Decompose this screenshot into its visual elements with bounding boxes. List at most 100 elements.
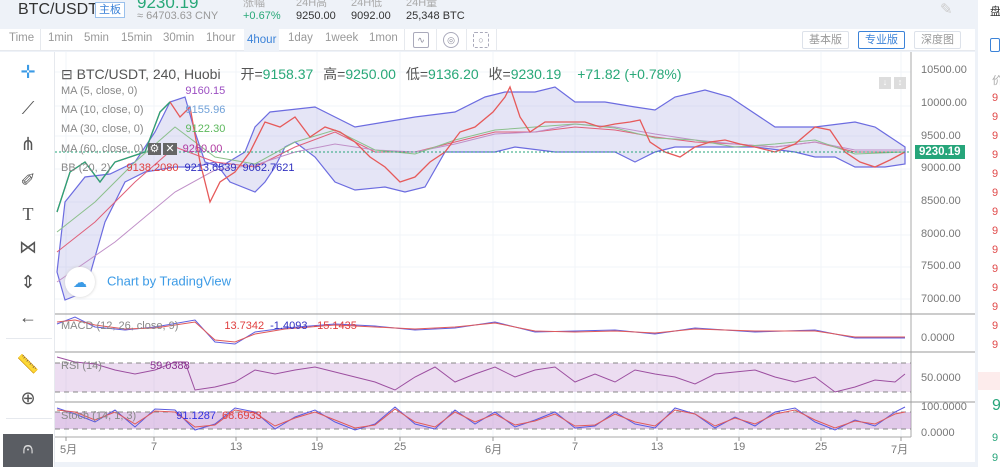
tradingview-logo-icon: ☁ [65, 267, 95, 297]
x-label: 7 [572, 441, 579, 453]
pattern-icon[interactable]: ⋈ [19, 237, 37, 257]
stat-label-low: 24H低 [351, 0, 383, 9]
x-label: 25 [394, 441, 407, 453]
macd-axis-label: 0.0000 [921, 332, 955, 344]
order-book-title: 盘 [990, 6, 1000, 18]
scale-down-icon[interactable]: ↓ [879, 77, 891, 89]
screenshot-icon[interactable]: ○ [473, 32, 489, 48]
drawing-toolbar: ✛ ⟋ ⋔ ✐ T ⋈ ⇕ ← 📏 ⊕ ⩀ [0, 52, 55, 467]
interval-15min[interactable]: 15min [121, 32, 153, 44]
x-label: 13 [651, 441, 664, 453]
divider [436, 29, 437, 51]
legend-macd[interactable]: MACD (12, 26, close, 9) 13.7342 -1.4093 -15… [61, 320, 357, 332]
interval-1min[interactable]: 1min [48, 32, 73, 44]
x-label: 25 [815, 441, 828, 453]
crosshair-icon[interactable]: ✛ [20, 62, 36, 82]
divider [404, 29, 405, 51]
axis-label: 7000.00 [921, 293, 961, 305]
settings-icon[interactable]: ⚙ [147, 143, 162, 155]
mode-basic-button[interactable]: 基本版 [802, 31, 849, 49]
magnet-icon[interactable]: ⩀ [3, 434, 53, 467]
pair-name[interactable]: BTC/USDT [18, 1, 98, 18]
divider [6, 418, 52, 419]
x-label: 7月 [891, 444, 909, 456]
trendline-icon[interactable]: ⟋ [21, 98, 35, 118]
change-value: +71.82 (+0.78%) [577, 66, 682, 82]
depth-toggle-button[interactable] [990, 38, 1000, 52]
mode-pro-button[interactable]: 专业版 [858, 31, 905, 49]
axis-label: 8000.00 [921, 228, 961, 240]
open-value: 9158.37 [262, 66, 314, 82]
chart-canvas[interactable] [55, 52, 975, 462]
interval-1hour[interactable]: 1hour [206, 32, 236, 44]
interval-1mon[interactable]: 1mon [369, 32, 398, 44]
indicator-icon[interactable]: ∿ [413, 32, 429, 48]
cny-price: ≈ 64703.63 CNY [137, 10, 219, 22]
interval-time[interactable]: Time [9, 32, 35, 44]
mode-depth-button[interactable]: 深度图 [914, 31, 961, 49]
legend-ma60[interactable]: MA (60, close, 0) ⚙ ✕ 9260.00 [61, 143, 223, 155]
ruler-icon[interactable]: 📏 [16, 354, 40, 374]
legend-ma10[interactable]: MA (10, close, 0) 9155.96 [61, 104, 226, 116]
interval-1week[interactable]: 1week [325, 32, 359, 44]
close-icon[interactable]: ✕ [163, 143, 177, 155]
legend-ma5[interactable]: MA (5, close, 0) 9160.15 [61, 85, 226, 97]
axis-label: 10500.00 [921, 64, 967, 76]
stat-value-volume: 25,348 BTC [406, 10, 465, 22]
tradingview-watermark[interactable]: ☁ Chart by TradingView [65, 267, 231, 297]
pitchfork-icon[interactable]: ⋔ [20, 134, 36, 154]
last-price: 9230.19 [137, 0, 199, 12]
chart-toolbar: Time 1min 5min 15min 30min 1hour 4hour 1… [0, 29, 975, 51]
scale-both-icon[interactable]: ↕ [894, 77, 906, 89]
stoch-axis-bottom: 0.0000 [921, 427, 955, 439]
price-chart[interactable]: ⊟ BTC/USDT, 240, Huobi 开=9158.37 高=9250.… [55, 52, 975, 462]
x-label: 7 [151, 441, 158, 453]
close-value: 9230.19 [510, 66, 562, 82]
interval-5min[interactable]: 5min [84, 32, 109, 44]
axis-label: 9000.00 [921, 162, 961, 174]
text-icon[interactable]: T [22, 204, 34, 224]
market-header: BTC/USDT 主板 9230.19 ≈ 64703.63 CNY 涨幅 +0… [0, 0, 975, 27]
legend-rsi[interactable]: RSI (14) 59.0388 [61, 360, 190, 372]
divider [40, 29, 41, 51]
x-label: 5月 [60, 444, 78, 456]
divider [6, 338, 52, 339]
divider [466, 29, 467, 51]
legend-ma30[interactable]: MA (30, close, 0) 9122.30 [61, 123, 226, 135]
stat-value-low: 9092.00 [351, 10, 391, 22]
stoch-axis-top: 100.0000 [921, 401, 967, 413]
axis-label: 9500.00 [921, 130, 961, 142]
high-value: 9250.00 [345, 66, 396, 82]
price-column-header: 价 [992, 75, 1000, 87]
x-label: 19 [733, 441, 746, 453]
last-price-tag: 9230.19 [915, 145, 965, 159]
stat-value-change: +0.67% [243, 10, 281, 22]
low-value: 9136.20 [428, 66, 479, 82]
symbol-legend[interactable]: ⊟ BTC/USDT, 240, Huobi 开=9158.37 高=9250.… [61, 66, 682, 82]
measure-icon[interactable]: ⇕ [20, 272, 36, 292]
interval-30min[interactable]: 30min [163, 32, 195, 44]
axis-label: 7500.00 [921, 260, 961, 272]
x-label: 13 [230, 441, 243, 453]
legend-bb[interactable]: BB (20, 2) 9138.2080 9213.6539 9062.7621 [61, 162, 295, 174]
stat-label-change: 涨幅 [243, 0, 265, 9]
divider [496, 29, 497, 51]
collapse-icon[interactable]: ⊟ [61, 66, 77, 82]
legend-stoch[interactable]: Stoch (14, 1, 3) 91.1287 68.6933 [61, 410, 262, 422]
order-book-panel: 盘 价 9 9 9 9 9 9 9 9 9 9 9 9 9 9 9 9 9 [978, 0, 1000, 467]
settings-icon[interactable]: ◎ [443, 32, 459, 48]
theme-brush-icon[interactable]: ✎ [940, 1, 953, 18]
back-arrow-icon[interactable]: ← [19, 307, 37, 327]
zoom-in-icon[interactable]: ⊕ [20, 388, 36, 408]
stat-label-volume: 24H量 [406, 0, 438, 9]
axis-label: 10000.00 [921, 97, 967, 109]
mid-price: 9 [992, 397, 1000, 414]
interval-4hour[interactable]: 4hour [244, 29, 280, 51]
interval-1day[interactable]: 1day [288, 32, 313, 44]
highlight-row [978, 372, 1000, 390]
board-badge: 主板 [95, 2, 125, 18]
symbol-title: BTC/USDT, 240, Huobi [76, 66, 221, 82]
stat-label-high: 24H高 [296, 0, 328, 9]
brush-icon[interactable]: ✐ [20, 170, 36, 190]
